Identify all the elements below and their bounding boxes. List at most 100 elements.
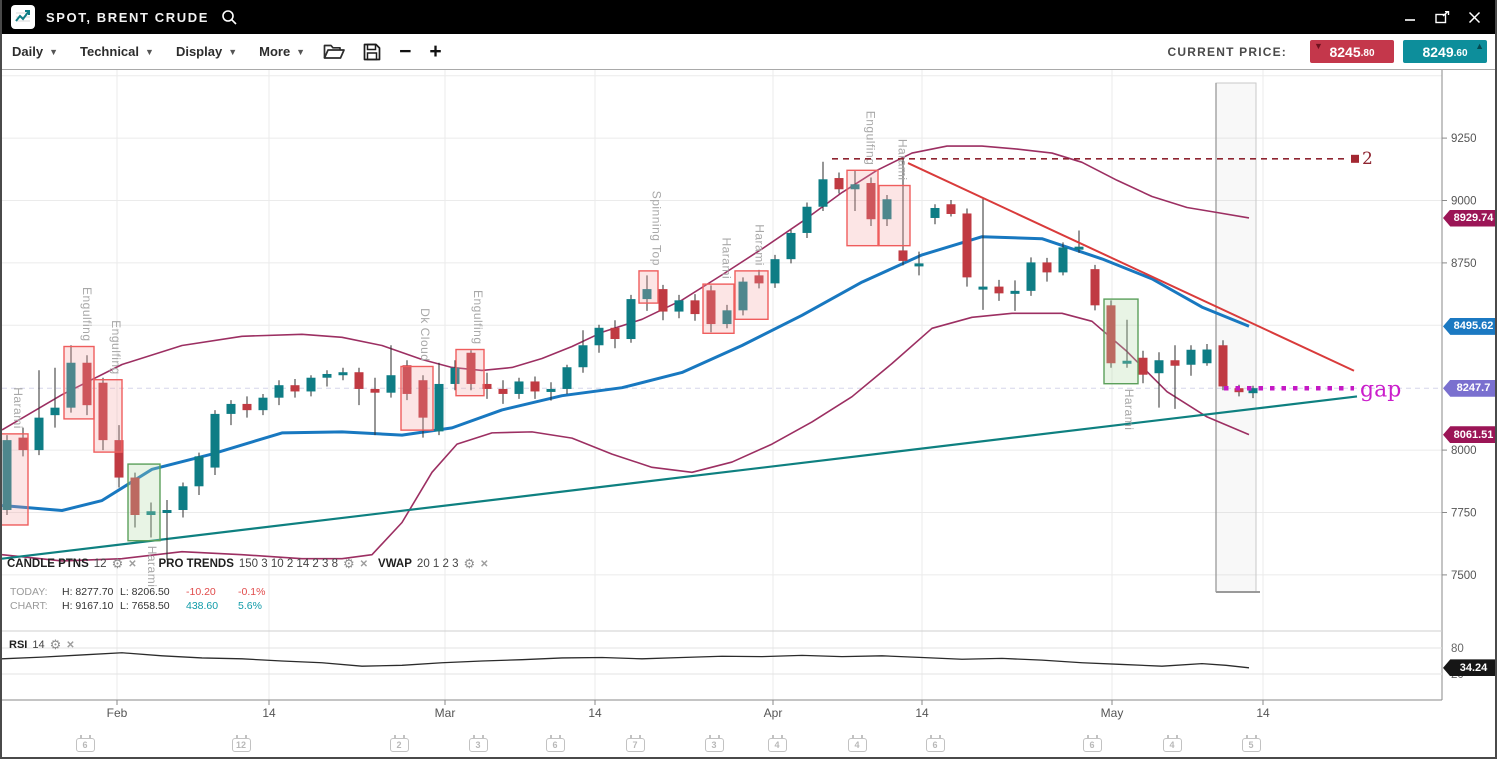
stats-chart-row: CHART: H: 9167.10 L: 7658.50 438.60 5.6% — [10, 600, 262, 612]
candle-down — [834, 178, 844, 190]
candle-up — [1186, 349, 1196, 365]
candle-up — [674, 300, 684, 312]
close-icon[interactable]: ✕ — [128, 558, 137, 570]
menu-more[interactable]: More ▼ — [259, 44, 306, 59]
candle-up — [594, 327, 604, 346]
candle-up — [738, 281, 748, 311]
pattern-box — [127, 463, 161, 542]
x-axis-label: Mar — [435, 706, 456, 720]
close-icon[interactable]: ✕ — [66, 639, 75, 651]
gap-label: gap — [1360, 377, 1401, 402]
bid-price-badge: ▼ 8245.80 — [1310, 40, 1394, 63]
arrow-down-icon: ▼ — [1314, 41, 1323, 51]
candle-down — [706, 290, 716, 325]
save-icon[interactable] — [363, 43, 381, 61]
candle-up — [642, 289, 652, 300]
gear-icon[interactable]: ⚙ — [343, 556, 355, 571]
candle-down — [1218, 345, 1228, 387]
candle-down — [18, 437, 28, 451]
gear-icon[interactable]: ⚙ — [463, 556, 476, 571]
candle-up — [434, 383, 444, 432]
candle-down — [754, 275, 764, 284]
candle-up — [930, 207, 940, 218]
x-axis-label: Feb — [107, 706, 128, 720]
candle-up — [514, 381, 524, 394]
candle-up — [882, 199, 892, 220]
candle-down — [866, 183, 876, 220]
candle-down — [1042, 262, 1052, 273]
indicator-legend: CANDLE PTNS 12 ⚙ ✕ · PRO TRENDS 150 3 10 2 … — [7, 556, 489, 572]
menu-technical[interactable]: Technical ▼ — [80, 44, 154, 59]
candle-down — [1138, 357, 1148, 375]
peak-marker-square — [1351, 154, 1359, 163]
rsi-line — [2, 652, 1250, 669]
menu-display[interactable]: Display ▼ — [175, 44, 238, 59]
candle-up — [546, 388, 556, 392]
pattern-box — [846, 169, 879, 247]
upper-band-line — [2, 145, 1250, 431]
candle-up — [1074, 246, 1084, 250]
candle-down — [354, 372, 364, 389]
candle-down — [690, 300, 700, 315]
candle-up — [1248, 388, 1258, 394]
close-button[interactable] — [1463, 6, 1485, 28]
app-logo-icon — [11, 5, 35, 29]
x-axis-label: 14 — [915, 706, 929, 720]
pattern-box — [2, 433, 29, 526]
candle-down — [290, 385, 300, 392]
popout-button[interactable] — [1431, 6, 1453, 28]
candle-up — [258, 397, 268, 411]
pattern-label: Harami — [720, 237, 734, 279]
candle-up — [978, 286, 988, 290]
candle-down — [418, 380, 428, 418]
candle-up — [146, 511, 156, 515]
candle-down — [962, 213, 972, 278]
y-axis-label: 8000 — [1451, 445, 1477, 457]
open-folder-icon[interactable] — [323, 43, 345, 60]
candle-down — [1090, 269, 1100, 306]
zoom-in-button[interactable]: + — [429, 40, 442, 63]
y-axis-label: 9250 — [1451, 133, 1477, 145]
y-axis-label: 8750 — [1451, 258, 1477, 270]
candle-up — [818, 179, 828, 207]
ask-price-badge: 8249.60 ▲ — [1403, 40, 1487, 63]
candle-down — [530, 381, 540, 392]
rsi-axis-label: 80 — [1451, 643, 1464, 655]
support-trendline — [2, 395, 1358, 560]
candle-down — [82, 362, 92, 406]
candle-up — [34, 417, 44, 451]
candle-up — [1154, 360, 1164, 374]
stats-today-row: TODAY: H: 8277.70 L: 8206.50 -10.20 -0.1… — [10, 586, 266, 598]
candle-up — [66, 362, 76, 408]
close-icon[interactable]: ✕ — [480, 558, 489, 570]
candle-up — [2, 440, 12, 511]
minimize-button[interactable] — [1399, 6, 1421, 28]
candle-up — [226, 403, 236, 414]
y-axis-label: 9000 — [1451, 196, 1477, 208]
zoom-out-button[interactable]: − — [399, 40, 412, 63]
gear-icon[interactable]: ⚙ — [49, 637, 62, 652]
candle-down — [610, 327, 620, 340]
toolbar: Daily ▼ Technical ▼ Display ▼ More ▼ − + CUR… — [2, 34, 1495, 70]
candle-down — [1106, 305, 1116, 364]
title-bar: SPOT, BRENT CRUDE — [2, 0, 1495, 34]
arrow-up-icon: ▲ — [1475, 41, 1484, 51]
pattern-label: Engulfing — [109, 320, 123, 375]
candle-down — [658, 289, 668, 312]
pattern-box — [702, 283, 735, 334]
indicator-pro-trends: PRO TRENDS 150 3 10 2 14 2 3 8 ⚙ ✕ — [158, 556, 369, 571]
pattern-label: Harami — [753, 224, 767, 266]
candle-up — [50, 407, 60, 416]
chevron-down-icon: ▼ — [228, 46, 238, 57]
indicator-candle-ptns: CANDLE PTNS 12 ⚙ ✕ — [7, 556, 137, 571]
pattern-label: Harami — [1122, 389, 1136, 431]
y-axis-label: 7750 — [1451, 508, 1477, 520]
gear-icon[interactable]: ⚙ — [111, 556, 124, 571]
candle-up — [626, 299, 636, 340]
search-icon[interactable] — [221, 9, 238, 26]
candle-up — [338, 372, 348, 376]
x-axis-label: 14 — [588, 706, 602, 720]
close-icon[interactable]: ✕ — [359, 558, 369, 570]
menu-daily[interactable]: Daily ▼ — [12, 44, 58, 59]
